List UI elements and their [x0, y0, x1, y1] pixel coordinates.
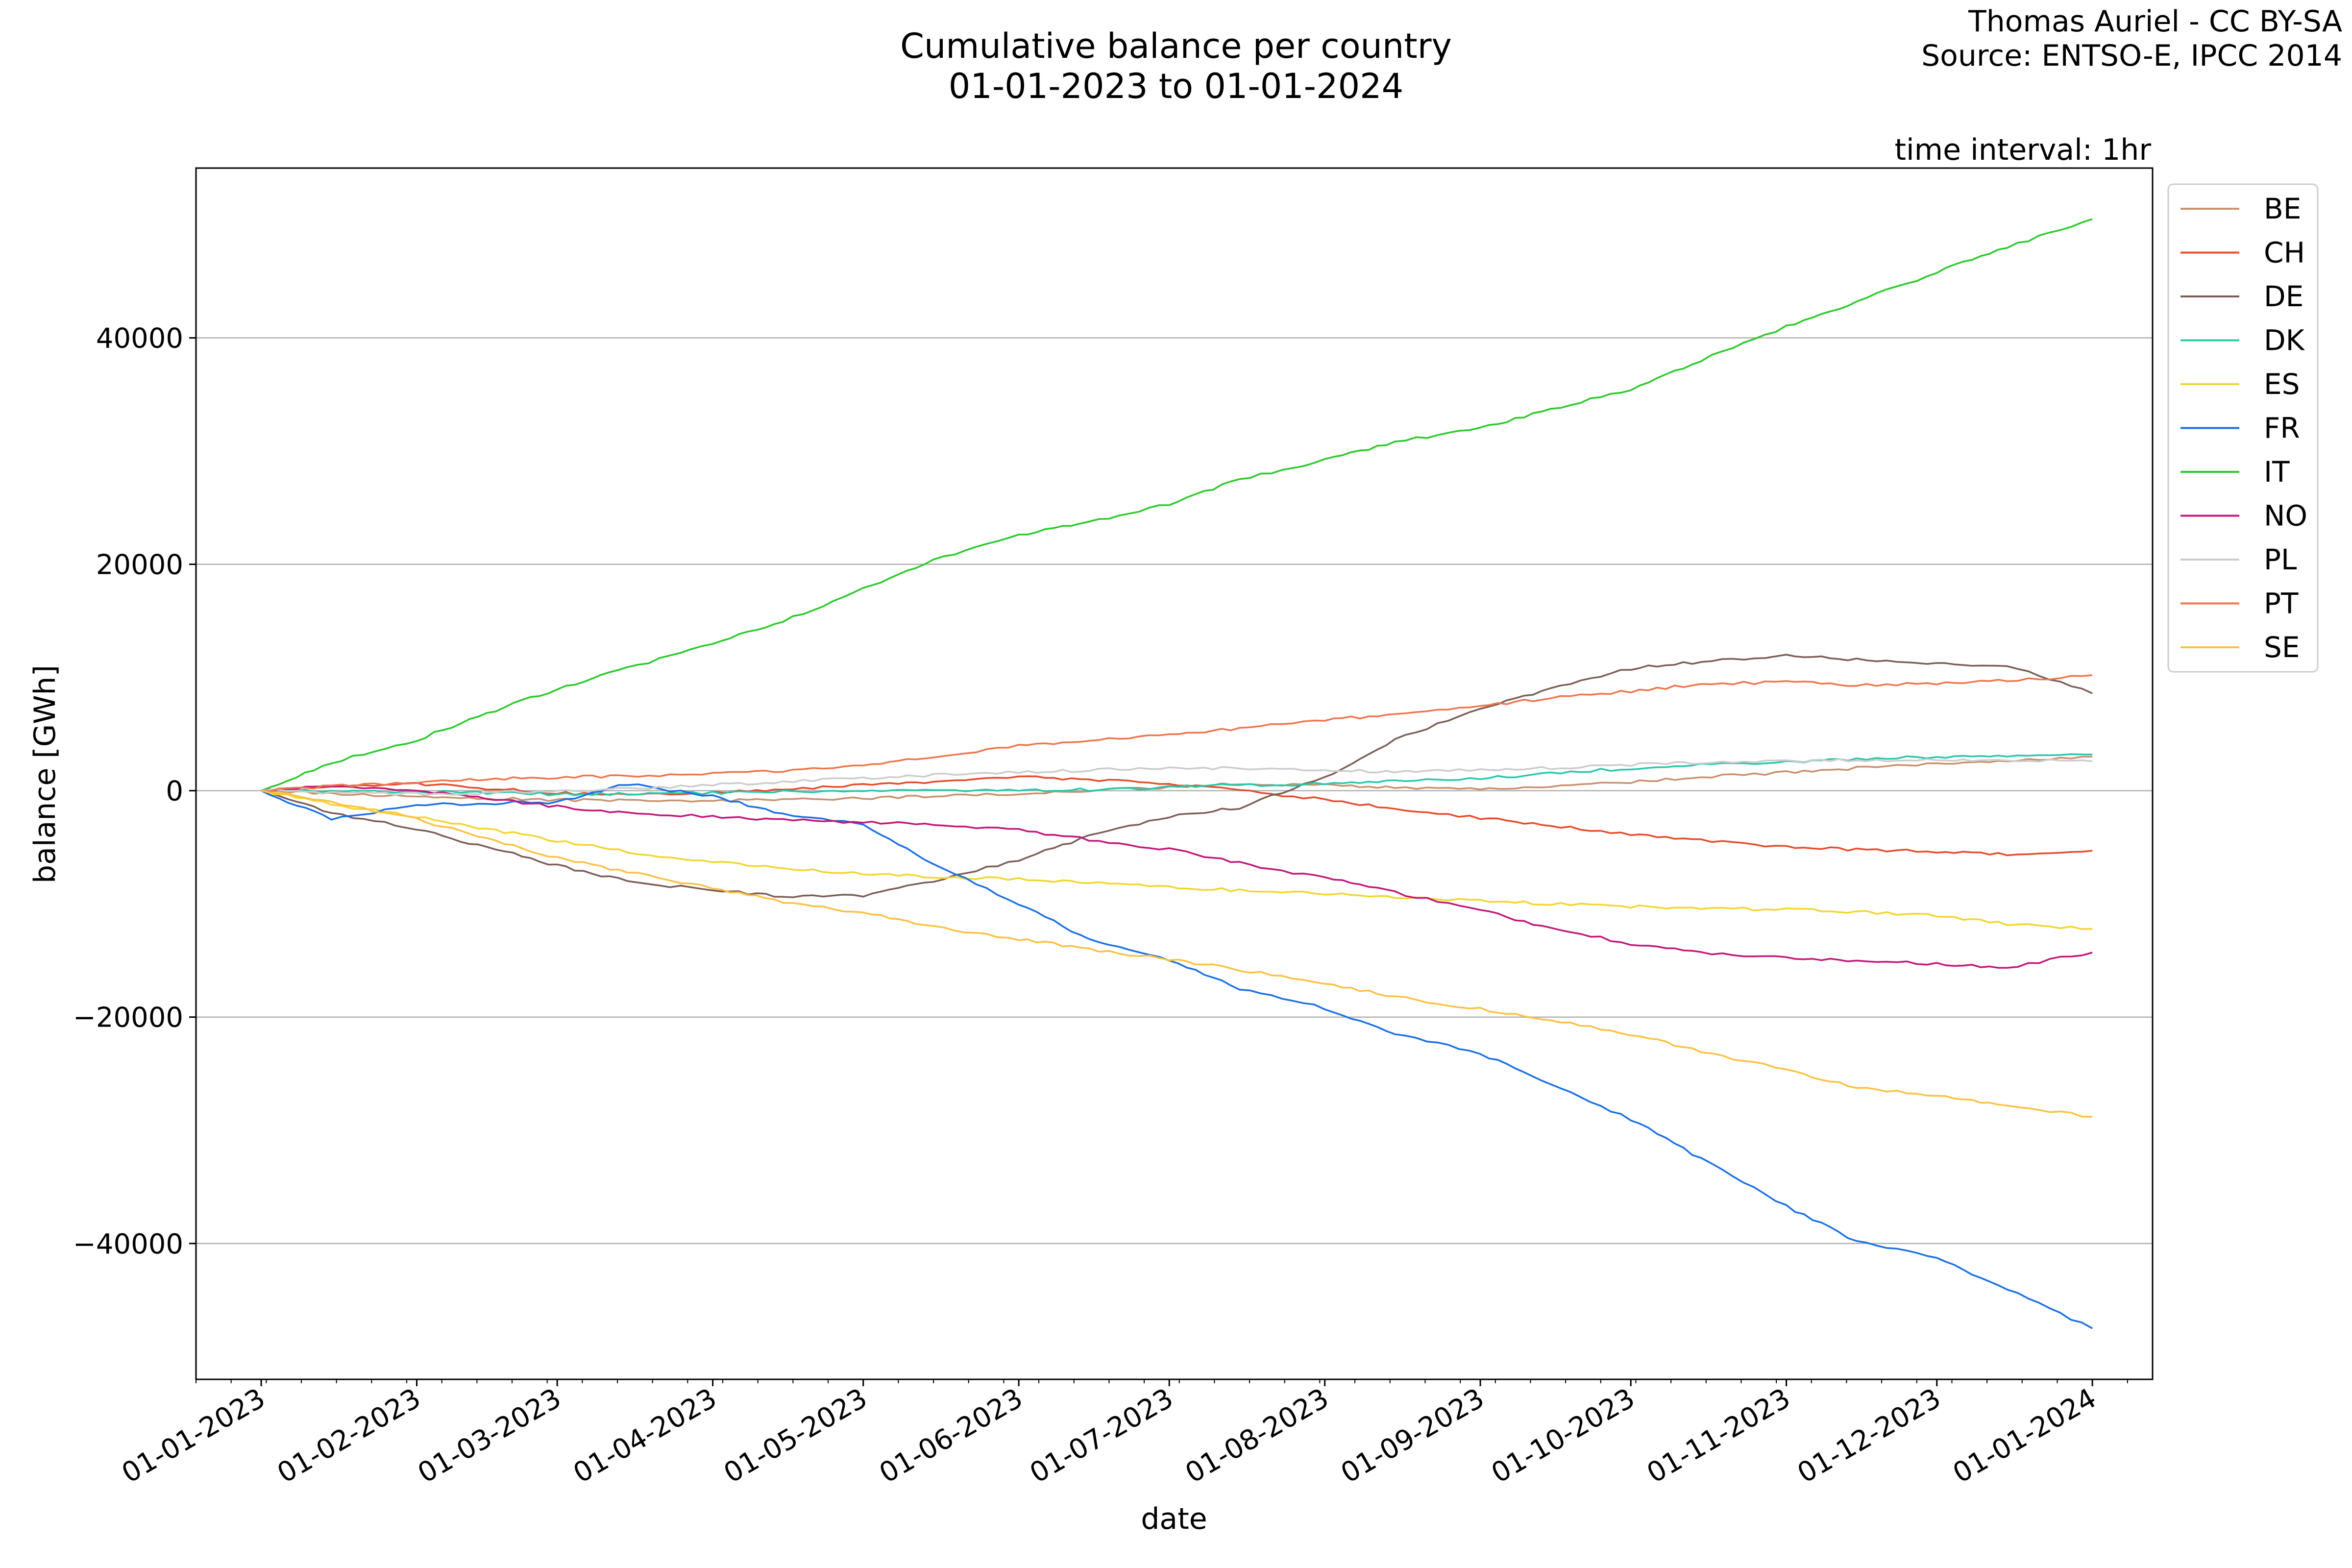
legend-label: ES: [2264, 368, 2300, 401]
y-tick-label: 0: [166, 776, 183, 808]
series-line-dk: [261, 753, 2093, 797]
legend-entry-dk: DK: [2180, 324, 2305, 357]
plot-frame: [195, 167, 2154, 1380]
legend-entry-no: NO: [2180, 499, 2307, 533]
legend-label: NO: [2264, 499, 2307, 533]
y-tick-label: −20000: [73, 1002, 183, 1034]
legend-label: FR: [2264, 412, 2300, 445]
series-lines: [261, 218, 2093, 1329]
legend-entry-pt: PT: [2180, 587, 2299, 620]
legend: BE CH DE DK ES FR IT NO PL PT SE: [2167, 183, 2319, 673]
y-axis-title: balance [GWh]: [28, 665, 62, 883]
credit-line-author: Thomas Auriel - CC BY-SA: [1968, 4, 2342, 39]
legend-entry-fr: FR: [2180, 412, 2300, 445]
legend-label: SE: [2264, 631, 2300, 664]
x-tick-label: 01-08-2023: [1180, 1382, 1334, 1490]
x-axis-title: date: [1141, 1502, 1207, 1536]
series-line-be: [261, 756, 2093, 803]
legend-label: PL: [2264, 543, 2297, 576]
x-tick-label: 01-04-2023: [568, 1382, 722, 1490]
legend-label: DE: [2264, 280, 2303, 313]
legend-frame: [2167, 183, 2319, 673]
legend-entry-de: DE: [2180, 280, 2303, 313]
series-line-fr: [261, 783, 2093, 1329]
series-line-se: [261, 789, 2093, 1118]
chart-title: Cumulative balance per country: [900, 26, 1452, 66]
series-line-de: [261, 654, 2093, 898]
legend-entry-be: BE: [2180, 192, 2301, 225]
x-tick-label: 01-02-2023: [272, 1382, 426, 1490]
x-tick-label: 01-03-2023: [413, 1382, 566, 1490]
legend-entry-se: SE: [2180, 631, 2300, 664]
x-tick-label: 01-12-2023: [1792, 1382, 1946, 1490]
x-tick-label: 01-10-2023: [1486, 1382, 1640, 1490]
series-line-it: [261, 218, 2093, 792]
legend-entry-pl: PL: [2180, 543, 2297, 576]
y-tick-label: 40000: [96, 323, 183, 355]
legend-label: DK: [2264, 324, 2305, 357]
axis-ticks: 40000 20000 0 −20000 −40000 01-01-2023 01-02-2…: [73, 323, 2128, 1490]
series-line-pl: [261, 758, 2093, 796]
series-line-pt: [261, 674, 2093, 792]
legend-label: IT: [2264, 455, 2290, 489]
time-interval-note: time interval: 1hr: [1894, 133, 2151, 167]
series-line-es: [261, 790, 2093, 930]
x-tick-label: 01-11-2023: [1642, 1382, 1795, 1490]
legend-label: PT: [2264, 587, 2299, 620]
gridlines: [196, 337, 2153, 1245]
x-tick-label: 01-06-2023: [874, 1382, 1028, 1490]
legend-entry-it: IT: [2180, 455, 2290, 489]
credit-line-source: Source: ENTSO-E, IPCC 2014: [1921, 39, 2342, 73]
legend-label: BE: [2264, 192, 2301, 225]
x-tick-label: 01-05-2023: [718, 1382, 872, 1490]
x-tick-label: 01-01-2023: [117, 1382, 270, 1490]
legend-label: CH: [2264, 236, 2305, 270]
x-tick-label: 01-09-2023: [1336, 1382, 1490, 1490]
x-tick-label: 01-07-2023: [1025, 1382, 1178, 1490]
chart-subtitle: 01-01-2023 to 01-01-2024: [949, 66, 1403, 106]
legend-entry-ch: CH: [2180, 236, 2305, 270]
series-line-no: [261, 785, 2093, 969]
y-tick-label: −40000: [73, 1228, 183, 1260]
y-tick-label: 20000: [96, 549, 183, 581]
legend-entry-es: ES: [2180, 368, 2300, 401]
x-tick-label: 01-01-2024: [1948, 1382, 2102, 1490]
